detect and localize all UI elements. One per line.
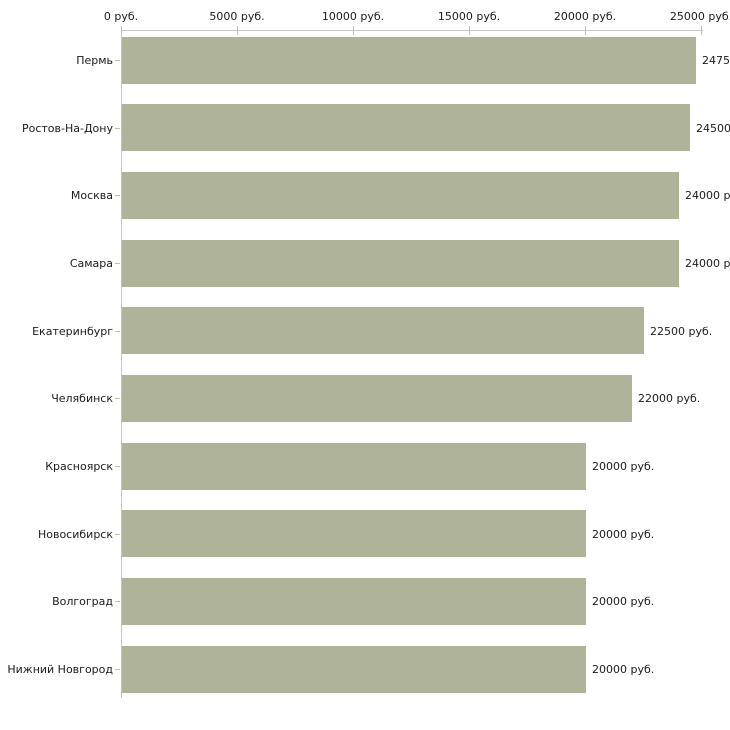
- x-axis-line: [121, 30, 703, 31]
- category-tick: [115, 195, 120, 196]
- bar-value-label: 24500 руб.: [696, 122, 730, 135]
- bar-value-label: 24750 руб.: [702, 54, 730, 67]
- bar-3: [122, 172, 679, 219]
- category-tick: [115, 466, 120, 467]
- bar-value-label: 22500 руб.: [650, 325, 713, 338]
- y-axis-line: [121, 30, 122, 698]
- category-tick: [115, 534, 120, 535]
- category-tick: [115, 669, 120, 670]
- category-label: Волгоград: [52, 595, 113, 608]
- x-axis-tick-label: 15000 руб.: [437, 10, 501, 23]
- category-label: Самара: [69, 257, 113, 270]
- x-axis-tick-label: 5000 руб.: [209, 10, 265, 23]
- category-tick: [115, 331, 120, 332]
- bar-value-label: 24000 руб.: [685, 257, 730, 270]
- category-tick: [115, 60, 120, 61]
- category-label: Новосибирск: [37, 528, 113, 541]
- category-tick: [115, 398, 120, 399]
- category-label: Пермь: [76, 54, 113, 67]
- bar-value-label: 24000 руб.: [685, 189, 730, 202]
- x-axis-tick-label: 25000 руб.: [669, 10, 730, 23]
- category-tick: [115, 263, 120, 264]
- x-axis-tick: [237, 26, 238, 35]
- category-label: Екатеринбург: [32, 325, 113, 338]
- bar-1: [122, 37, 696, 84]
- category-label: Красноярск: [45, 460, 113, 473]
- bar-value-label: 22000 руб.: [638, 392, 701, 405]
- bar-9: [122, 578, 586, 625]
- bar-value-label: 20000 руб.: [592, 528, 655, 541]
- bar-8: [122, 510, 586, 557]
- category-tick: [115, 128, 120, 129]
- x-axis-tick: [353, 26, 354, 35]
- category-label: Челябинск: [51, 392, 113, 405]
- x-axis-tick: [121, 26, 122, 35]
- category-label: Москва: [70, 189, 113, 202]
- x-axis-tick-label: 20000 руб.: [553, 10, 617, 23]
- bar-value-label: 20000 руб.: [592, 663, 655, 676]
- x-axis-tick: [585, 26, 586, 35]
- bar-6: [122, 375, 632, 422]
- bar-10: [122, 646, 586, 693]
- x-axis-tick-label: 10000 руб.: [321, 10, 385, 23]
- bar-4: [122, 240, 679, 287]
- bar-value-label: 20000 руб.: [592, 595, 655, 608]
- x-axis-tick-label: 0 руб.: [103, 10, 139, 23]
- category-tick: [115, 601, 120, 602]
- bar-2: [122, 104, 690, 151]
- x-axis-tick: [701, 26, 702, 35]
- x-axis-tick: [469, 26, 470, 35]
- bar-value-label: 20000 руб.: [592, 460, 655, 473]
- bar-7: [122, 443, 586, 490]
- bar-5: [122, 307, 644, 354]
- category-label: Нижний Новгород: [7, 663, 113, 676]
- category-label: Ростов-На-Дону: [21, 122, 113, 135]
